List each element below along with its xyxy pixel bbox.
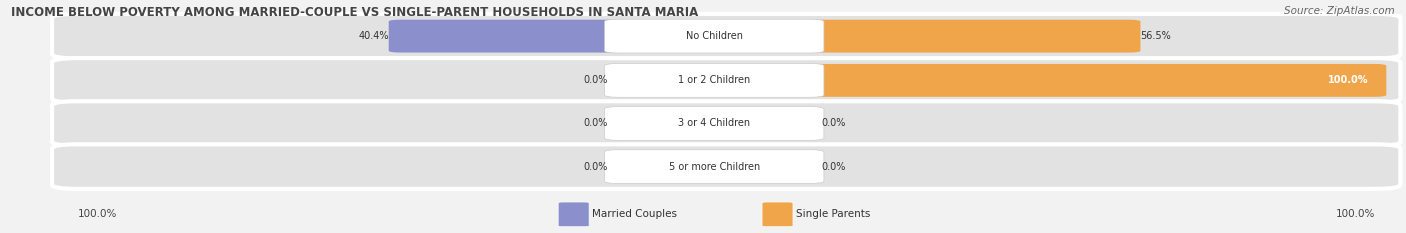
FancyBboxPatch shape <box>605 63 824 97</box>
Text: 40.4%: 40.4% <box>359 31 388 41</box>
Text: 0.0%: 0.0% <box>583 162 607 171</box>
FancyBboxPatch shape <box>52 144 1400 189</box>
Text: 0.0%: 0.0% <box>821 162 845 171</box>
Text: Married Couples: Married Couples <box>592 209 676 219</box>
FancyBboxPatch shape <box>605 19 824 53</box>
FancyBboxPatch shape <box>799 20 1140 53</box>
FancyBboxPatch shape <box>605 150 824 184</box>
FancyBboxPatch shape <box>799 64 1386 97</box>
FancyBboxPatch shape <box>762 202 793 227</box>
Text: INCOME BELOW POVERTY AMONG MARRIED-COUPLE VS SINGLE-PARENT HOUSEHOLDS IN SANTA M: INCOME BELOW POVERTY AMONG MARRIED-COUPL… <box>11 6 699 19</box>
FancyBboxPatch shape <box>52 101 1400 146</box>
FancyBboxPatch shape <box>605 107 824 140</box>
Text: 100.0%: 100.0% <box>77 209 117 219</box>
FancyBboxPatch shape <box>558 202 589 227</box>
FancyBboxPatch shape <box>52 14 1400 58</box>
FancyBboxPatch shape <box>52 58 1400 103</box>
Text: 5 or more Children: 5 or more Children <box>669 162 759 171</box>
Text: 3 or 4 Children: 3 or 4 Children <box>678 119 751 128</box>
Text: Single Parents: Single Parents <box>796 209 870 219</box>
FancyBboxPatch shape <box>388 20 630 53</box>
Text: 0.0%: 0.0% <box>583 119 607 128</box>
Text: 0.0%: 0.0% <box>583 75 607 85</box>
Text: 0.0%: 0.0% <box>821 119 845 128</box>
Text: No Children: No Children <box>686 31 742 41</box>
Text: 56.5%: 56.5% <box>1140 31 1171 41</box>
Text: 100.0%: 100.0% <box>1336 209 1375 219</box>
Text: 1 or 2 Children: 1 or 2 Children <box>678 75 751 85</box>
Text: 100.0%: 100.0% <box>1327 75 1368 85</box>
Text: Source: ZipAtlas.com: Source: ZipAtlas.com <box>1284 6 1395 16</box>
